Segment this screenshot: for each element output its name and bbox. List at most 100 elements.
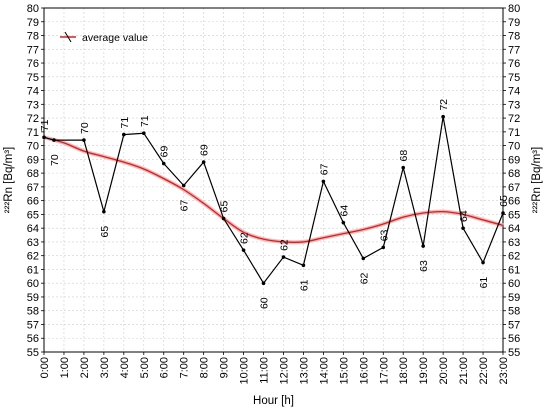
data-point: [421, 244, 425, 248]
data-point: [381, 245, 386, 250]
y-tick-label-left: 63: [27, 237, 39, 249]
y-tick-label-right: 68: [508, 168, 520, 180]
x-tick-label: 5:00: [139, 357, 151, 378]
data-label: 65: [219, 201, 231, 213]
y-tick-label-right: 58: [508, 306, 520, 318]
y-tick-label-right: 56: [508, 333, 520, 345]
y-tick-label-right: 66: [508, 196, 520, 208]
data-point: [201, 160, 206, 164]
data-point: [42, 135, 46, 140]
y-tick-label-left: 59: [27, 292, 39, 304]
x-tick-label: 6:00: [159, 357, 171, 378]
data-label: 68: [398, 150, 410, 162]
x-tick-label: 21:00: [458, 357, 470, 385]
data-point: [481, 260, 485, 265]
y-tick-label-right: 57: [508, 319, 520, 331]
y-tick-label-left: 71: [27, 127, 39, 139]
y-tick-label-left: 75: [27, 72, 39, 84]
average-line: [43, 136, 504, 244]
data-point: [321, 179, 326, 184]
data-point: [401, 165, 406, 170]
x-tick-label: 22:00: [478, 357, 490, 385]
data-point: [102, 209, 106, 214]
data-point: [122, 132, 126, 137]
x-tick-label: 8:00: [199, 357, 211, 378]
data-point: [52, 138, 56, 142]
x-tick-label: 7:00: [179, 357, 191, 378]
data-labels: 71 70 70 65 71 71 69 67 69 65 62 60 62 61 67 64 62 63 68 63…: [39, 99, 510, 309]
y-tick-label-right: 76: [508, 58, 520, 70]
y-tick-label-right: 59: [508, 292, 520, 304]
y-tick-label-left: 80: [27, 3, 39, 15]
y-tick-label-left: 79: [27, 17, 39, 29]
x-tick-label: 14:00: [318, 357, 330, 385]
legend: average value: [60, 31, 148, 44]
y-tick-label-right: 62: [508, 251, 520, 263]
data-label: 70: [49, 154, 61, 166]
y-tick-label-right: 55: [508, 347, 520, 359]
data-label: 63: [418, 260, 430, 272]
y-tick-label-left: 61: [27, 264, 39, 276]
x-axis-title: Hour [h]: [253, 395, 294, 407]
y-tick-label-right: 61: [508, 264, 520, 276]
data-label: 71: [39, 119, 51, 131]
data-label: 63: [378, 229, 390, 241]
y-tick-label-left: 66: [27, 196, 39, 208]
data-label: 64: [338, 205, 350, 217]
data-point: [281, 255, 286, 259]
y-tick-label-left: 65: [27, 209, 39, 221]
data-label: 72: [438, 99, 450, 111]
x-tick-label: 16:00: [358, 357, 370, 385]
x-tick-label: 15:00: [338, 357, 350, 385]
y-tick-label-right: 63: [508, 237, 520, 249]
data-point: [441, 114, 445, 119]
y-tick-label-left: 69: [27, 154, 39, 166]
y-tick-label-left: 74: [27, 86, 39, 98]
x-tick-label: 18:00: [398, 357, 410, 385]
data-point: [261, 281, 266, 286]
y-tick-label-right: 60: [508, 278, 520, 290]
y-axis-title-right: ²²²Rn [Bq/m³]: [531, 147, 543, 213]
data-point: [461, 226, 465, 230]
y-tick-label-left: 73: [27, 99, 39, 111]
y-tick-label-right: 75: [508, 72, 520, 84]
y-tick-label-right: 64: [508, 223, 520, 235]
y-tick-label-right: 72: [508, 113, 520, 125]
y-tick-label-right: 65: [508, 209, 520, 221]
data-label: 71: [139, 115, 151, 127]
x-tick-label: 0:00: [39, 357, 51, 378]
data-label: 62: [278, 239, 290, 251]
y-tick-label-left: 60: [27, 278, 39, 290]
y-tick-label-right: 71: [508, 127, 520, 139]
data-point: [181, 183, 186, 188]
data-point: [341, 220, 346, 225]
y-tick-label-right: 80: [508, 3, 520, 15]
data-label: 62: [239, 232, 251, 244]
y-tick-label-left: 78: [27, 31, 39, 43]
y-tick-label-left: 77: [27, 44, 39, 56]
data-label: 70: [79, 122, 91, 134]
data-label: 65: [99, 226, 111, 238]
average-band: [43, 135, 504, 245]
y-tick-label-left: 68: [27, 168, 39, 180]
y-tick-label-right: 77: [508, 44, 520, 56]
x-tick-label: 4:00: [119, 357, 131, 378]
data-label: 65: [498, 195, 510, 207]
legend-swatch-marker: [64, 31, 72, 43]
data-point: [361, 256, 366, 261]
y-tick-label-left: 70: [27, 141, 39, 153]
data-point: [241, 248, 246, 252]
data-point: [141, 131, 146, 136]
y-tick-label-left: 56: [27, 333, 39, 345]
legend-label: average value: [82, 32, 148, 44]
x-tick-label: 23:00: [498, 357, 510, 385]
x-tick-label: 13:00: [298, 357, 310, 385]
y-tick-label-left: 67: [27, 182, 39, 194]
x-tick-label: 10:00: [239, 357, 251, 385]
x-tick-label: 9:00: [219, 357, 231, 378]
y-tick-label-left: 76: [27, 58, 39, 70]
data-label: 60: [259, 297, 271, 309]
data-point: [161, 161, 166, 166]
